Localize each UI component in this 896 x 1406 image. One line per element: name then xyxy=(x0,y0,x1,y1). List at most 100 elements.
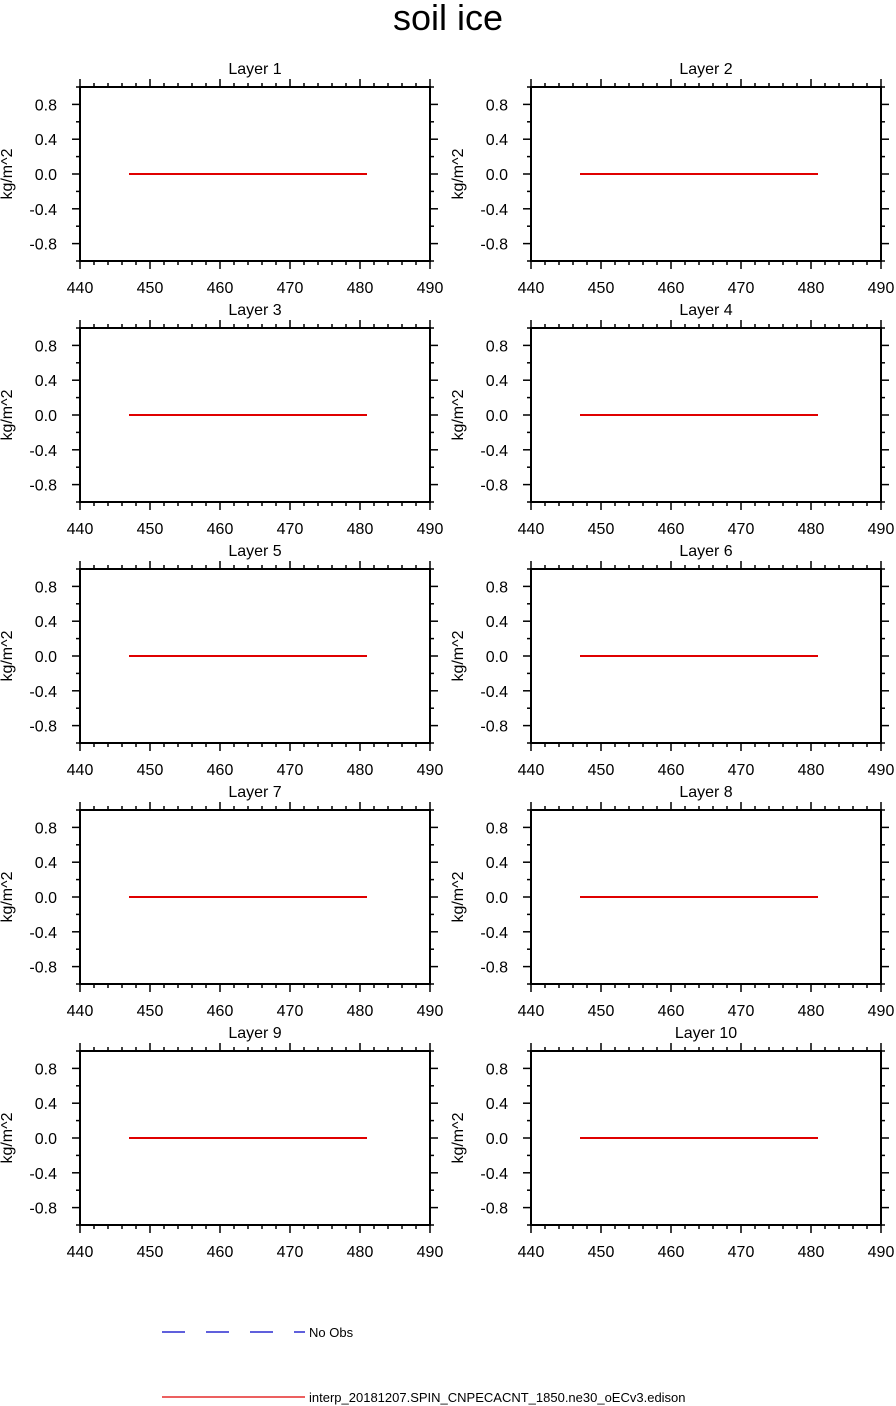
x-tick-label: 490 xyxy=(868,1244,895,1261)
x-tick-label: 480 xyxy=(798,521,825,538)
legend-item: interp_20181207.SPIN_CNPECACNT_1850.ne30… xyxy=(162,1390,686,1405)
y-tick-label: 0.4 xyxy=(35,1096,57,1113)
x-tick-label: 480 xyxy=(798,762,825,779)
x-tick-label: 450 xyxy=(137,1244,164,1261)
y-tick-label: 0.0 xyxy=(486,1131,508,1148)
y-axis-label: kg/m^2 xyxy=(450,148,467,199)
y-tick-label: 0.4 xyxy=(486,855,508,872)
x-tick-label: 440 xyxy=(518,762,545,779)
x-tick-label: 460 xyxy=(207,1003,234,1020)
y-tick-label: 0.0 xyxy=(35,408,57,425)
y-tick-label: -0.8 xyxy=(480,719,508,736)
x-tick-label: 450 xyxy=(588,762,615,779)
y-tick-label: 0.4 xyxy=(486,1096,508,1113)
legend: No Obs interp_20181207.SPIN_CNPECACNT_185… xyxy=(162,1325,686,1405)
x-tick-label: 470 xyxy=(728,762,755,779)
x-tick-label: 460 xyxy=(207,1244,234,1261)
x-tick-label: 460 xyxy=(658,1003,685,1020)
y-axis-label: kg/m^2 xyxy=(0,1112,16,1163)
x-tick-label: 480 xyxy=(798,1003,825,1020)
y-axis-label: kg/m^2 xyxy=(450,871,467,922)
x-tick-label: 490 xyxy=(417,280,444,297)
y-tick-label: -0.8 xyxy=(29,960,57,977)
panel-title: Layer 1 xyxy=(228,61,281,78)
x-tick-label: 470 xyxy=(277,521,304,538)
y-tick-label: -0.8 xyxy=(480,478,508,495)
y-tick-label: 0.8 xyxy=(486,579,508,596)
x-tick-label: 480 xyxy=(347,521,374,538)
x-tick-label: 440 xyxy=(67,521,94,538)
x-tick-label: 440 xyxy=(518,1003,545,1020)
y-tick-label: 0.4 xyxy=(486,614,508,631)
x-tick-label: 460 xyxy=(658,521,685,538)
x-tick-label: 480 xyxy=(347,1003,374,1020)
x-tick-label: 460 xyxy=(207,762,234,779)
y-tick-label: -0.4 xyxy=(480,202,508,219)
y-tick-label: -0.4 xyxy=(29,1166,57,1183)
y-tick-label: -0.4 xyxy=(480,443,508,460)
y-tick-label: 0.8 xyxy=(35,97,57,114)
y-tick-label: 0.8 xyxy=(35,1061,57,1078)
y-tick-label: 0.0 xyxy=(486,649,508,666)
y-tick-label: 0.0 xyxy=(486,167,508,184)
panel-4: Layer 4 440 450 460 470 480 490 0.8 0.4 0.0 -0.4 -0… xyxy=(450,302,894,538)
x-tick-label: 460 xyxy=(658,280,685,297)
x-tick-label: 460 xyxy=(658,1244,685,1261)
x-tick-label: 450 xyxy=(588,521,615,538)
panel-title: Layer 6 xyxy=(679,543,732,560)
panel-1: Layer 1 440 450 460 470 480 490 0.8 0.4 0.0 -0.4 -0… xyxy=(0,61,443,297)
x-tick-label: 490 xyxy=(868,1003,895,1020)
y-tick-label: 0.0 xyxy=(486,408,508,425)
x-tick-label: 490 xyxy=(417,521,444,538)
y-tick-label: -0.4 xyxy=(29,443,57,460)
y-axis-label: kg/m^2 xyxy=(0,389,16,440)
legend-label: interp_20181207.SPIN_CNPECACNT_1850.ne30… xyxy=(309,1390,686,1405)
panel-title: Layer 7 xyxy=(228,784,281,801)
y-tick-label: 0.8 xyxy=(35,820,57,837)
x-tick-label: 490 xyxy=(417,1003,444,1020)
x-tick-label: 450 xyxy=(137,762,164,779)
y-axis-label: kg/m^2 xyxy=(450,1112,467,1163)
x-tick-label: 460 xyxy=(658,762,685,779)
x-tick-label: 440 xyxy=(67,280,94,297)
y-tick-label: 0.8 xyxy=(35,338,57,355)
panel-title: Layer 8 xyxy=(679,784,732,801)
y-tick-label: 0.4 xyxy=(35,614,57,631)
y-axis-label: kg/m^2 xyxy=(0,630,16,681)
y-tick-label: -0.4 xyxy=(480,684,508,701)
y-tick-label: -0.8 xyxy=(29,237,57,254)
y-tick-label: 0.4 xyxy=(35,373,57,390)
x-tick-label: 450 xyxy=(137,521,164,538)
x-tick-label: 470 xyxy=(728,1244,755,1261)
panel-title: Layer 9 xyxy=(228,1025,281,1042)
x-tick-label: 480 xyxy=(347,1244,374,1261)
panel-2: Layer 2 440 450 460 470 480 490 0.8 0.4 0.0 -0.4 -0… xyxy=(450,61,894,297)
figure-title: soil ice xyxy=(393,0,503,38)
panel-3: Layer 3 440 450 460 470 480 490 0.8 0.4 0.0 -0.4 -0… xyxy=(0,302,443,538)
x-tick-label: 480 xyxy=(347,280,374,297)
y-tick-label: -0.8 xyxy=(29,719,57,736)
x-tick-label: 450 xyxy=(137,1003,164,1020)
x-tick-label: 440 xyxy=(518,521,545,538)
y-tick-label: -0.4 xyxy=(480,1166,508,1183)
x-tick-label: 480 xyxy=(798,1244,825,1261)
y-tick-label: -0.8 xyxy=(29,478,57,495)
panel-6: Layer 6 440 450 460 470 480 490 0.8 0.4 0.0 -0.4 -0… xyxy=(450,543,894,779)
y-tick-label: 0.4 xyxy=(486,373,508,390)
y-tick-label: 0.0 xyxy=(35,1131,57,1148)
x-tick-label: 480 xyxy=(798,280,825,297)
x-tick-label: 490 xyxy=(868,280,895,297)
panel-title: Layer 2 xyxy=(679,61,732,78)
x-tick-label: 450 xyxy=(588,1003,615,1020)
x-tick-label: 470 xyxy=(277,280,304,297)
x-tick-label: 440 xyxy=(518,280,545,297)
y-tick-label: -0.4 xyxy=(480,925,508,942)
x-tick-label: 450 xyxy=(588,280,615,297)
x-tick-label: 460 xyxy=(207,521,234,538)
panel-title: Layer 5 xyxy=(228,543,281,560)
y-tick-label: 0.8 xyxy=(486,338,508,355)
x-tick-label: 490 xyxy=(868,762,895,779)
x-tick-label: 470 xyxy=(728,1003,755,1020)
x-tick-label: 470 xyxy=(728,521,755,538)
